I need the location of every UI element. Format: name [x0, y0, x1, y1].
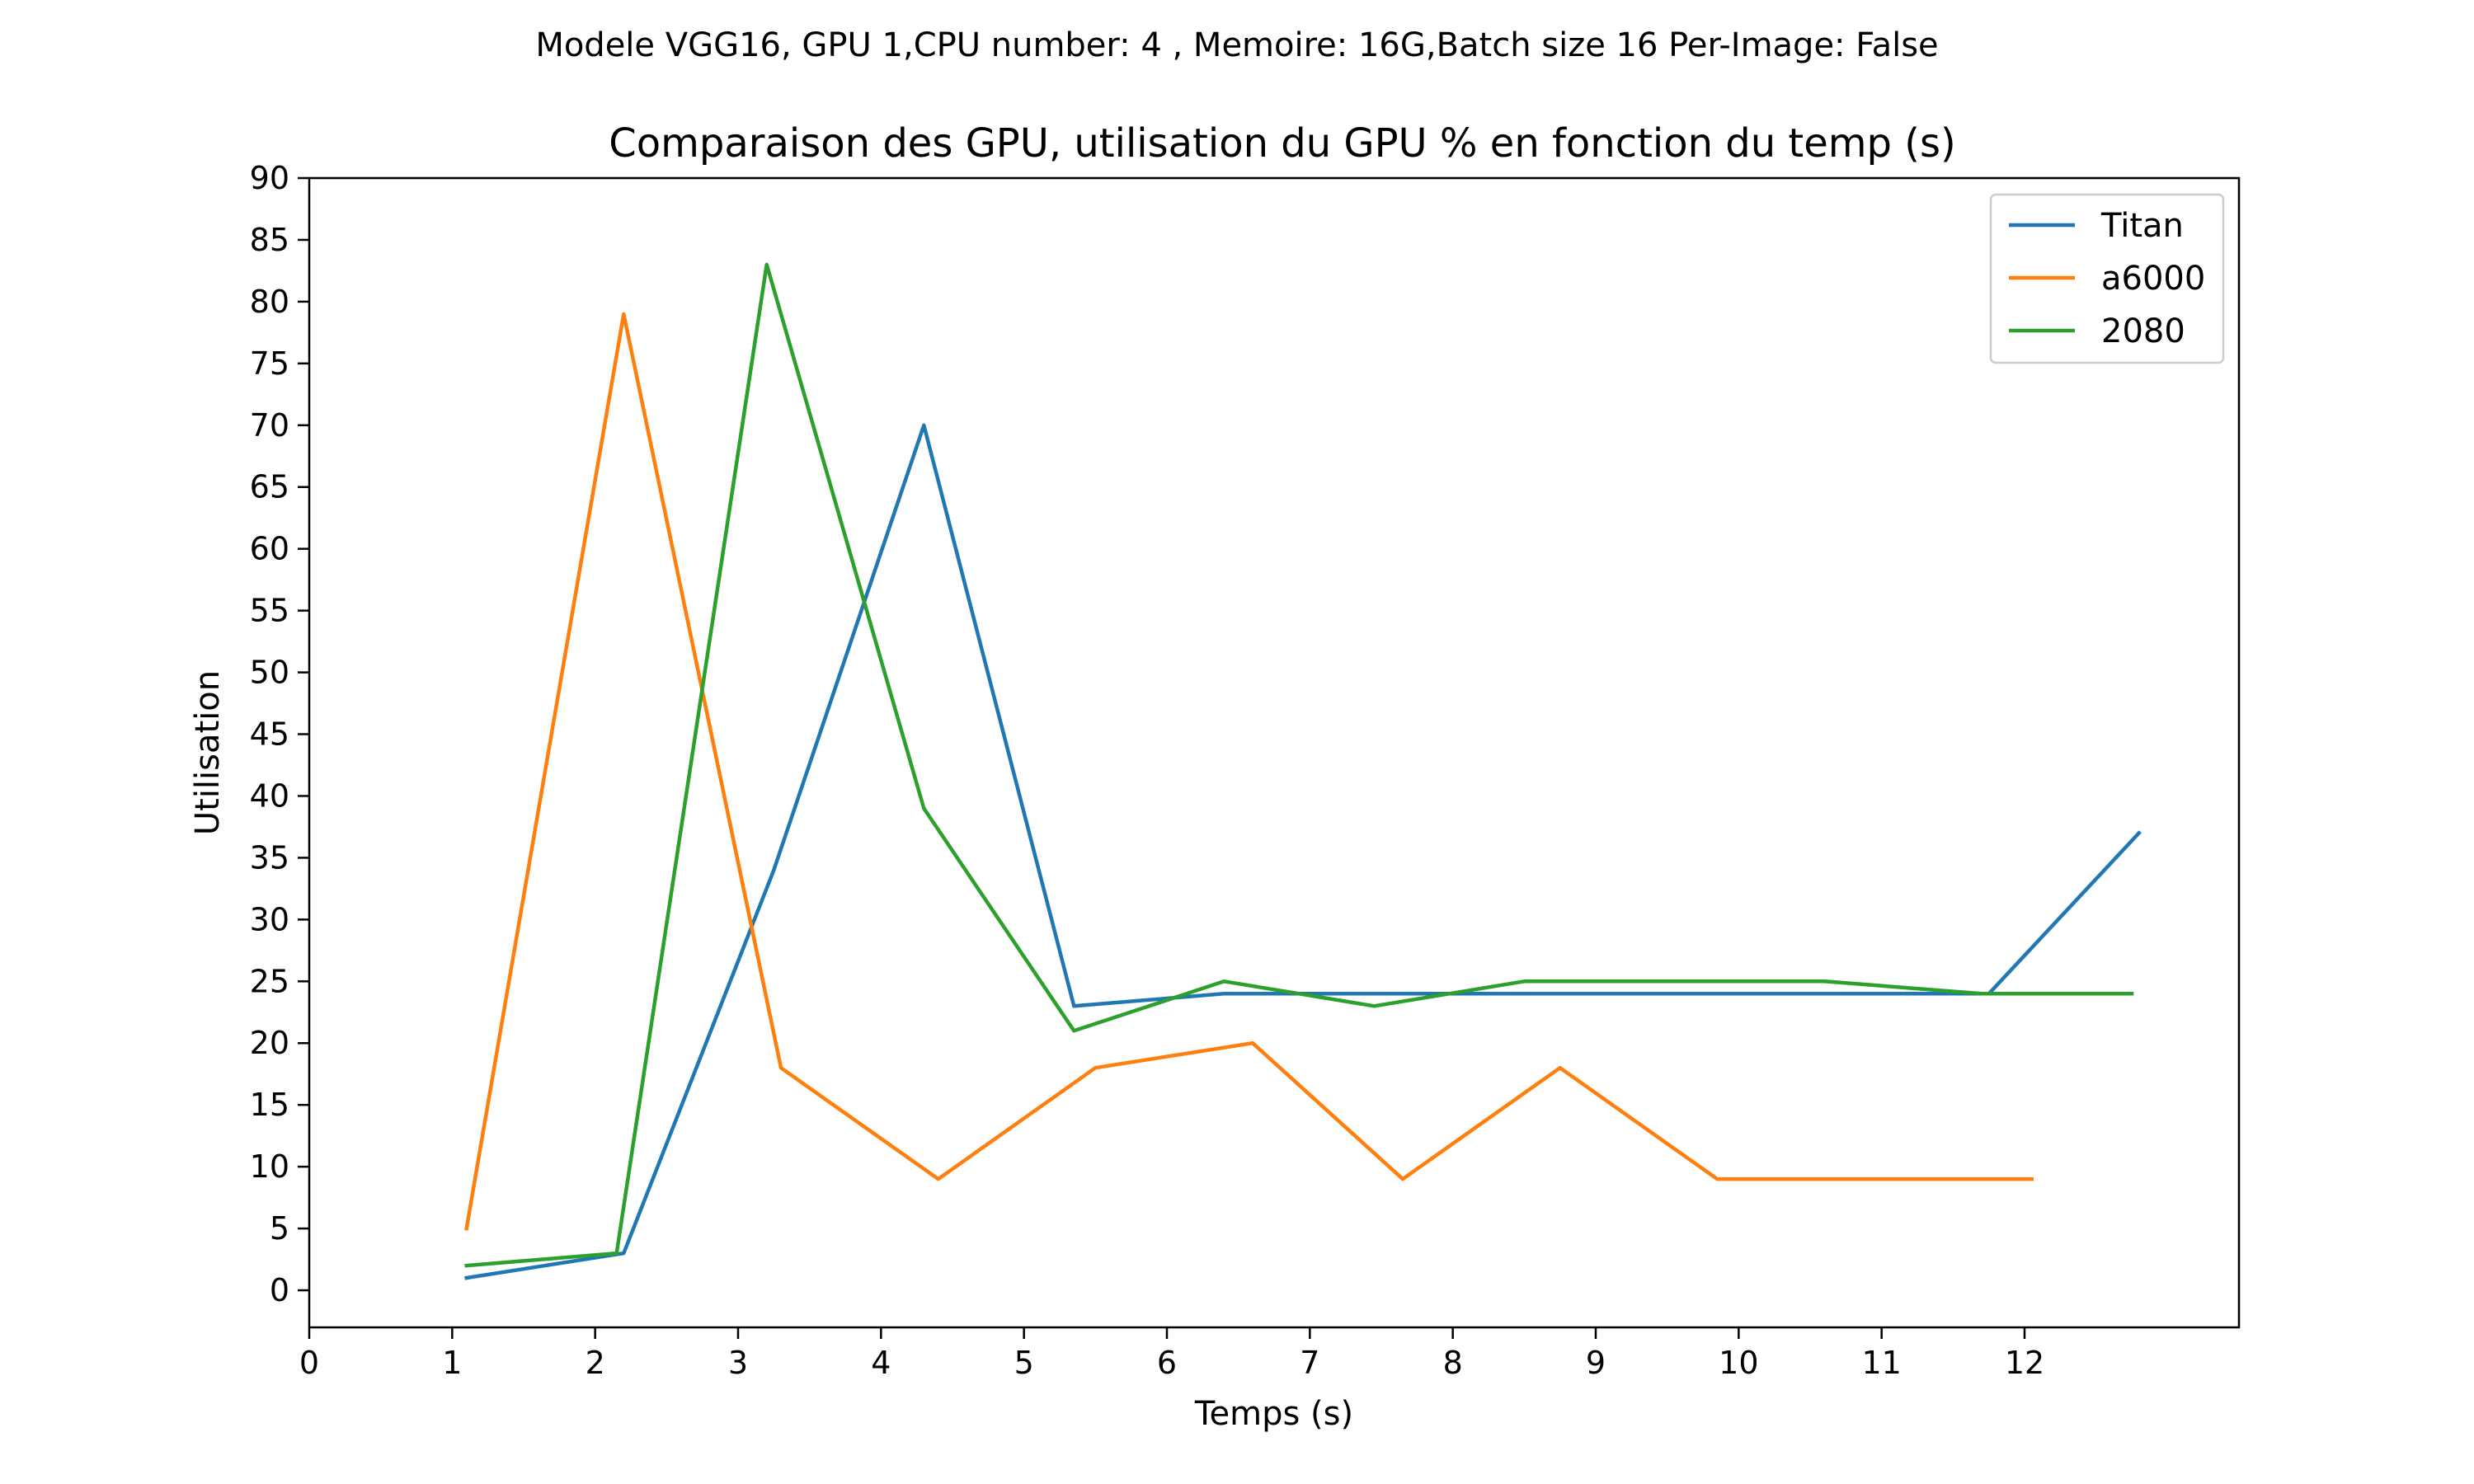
x-tick-label: 12	[2005, 1345, 2044, 1381]
y-axis-ticks: 0 5 10 15 20 25 30 35 40 45 50 55 60 65 70 75 80 85 90	[250, 160, 309, 1308]
x-tick-label: 11	[1861, 1345, 1901, 1381]
x-tick-label: 4	[871, 1345, 891, 1381]
x-axis-ticks: 0 1 2 3 4 5 6 7 8 9 10 11 12	[299, 1327, 2044, 1381]
x-tick-label: 8	[1443, 1345, 1463, 1381]
x-axis-label: Temps (s)	[1194, 1395, 1353, 1433]
legend-label-titan: Titan	[2100, 207, 2184, 245]
series-line-2080	[464, 262, 2134, 1268]
y-tick-label: 45	[250, 716, 289, 753]
x-tick-label: 1	[442, 1345, 462, 1381]
series-line-a6000	[464, 312, 2034, 1231]
y-tick-label: 20	[250, 1025, 289, 1061]
y-tick-label: 65	[250, 469, 289, 505]
series-line-titan	[464, 423, 2142, 1280]
x-tick-label: 2	[586, 1345, 605, 1381]
x-tick-label: 3	[728, 1345, 748, 1381]
legend-label-a6000: a6000	[2101, 260, 2205, 298]
x-tick-label: 7	[1300, 1345, 1319, 1381]
x-tick-label: 0	[299, 1345, 319, 1381]
y-tick-label: 0	[270, 1272, 289, 1308]
legend-label-2080: 2080	[2101, 312, 2185, 350]
legend: Titan a6000 2080	[1989, 193, 2225, 364]
chart-suptitle: Modele VGG16, GPU 1,CPU number: 4 , Memo…	[535, 26, 1938, 64]
series-layer	[464, 262, 2142, 1280]
x-tick-label: 5	[1014, 1345, 1034, 1381]
plot-frame	[308, 176, 2241, 1329]
y-tick-label: 90	[250, 160, 289, 196]
y-tick-label: 50	[250, 655, 289, 691]
y-tick-label: 35	[250, 839, 289, 876]
y-tick-label: 55	[250, 593, 289, 629]
y-tick-label: 85	[250, 222, 289, 258]
y-tick-label: 30	[250, 901, 289, 937]
y-tick-label: 15	[250, 1087, 289, 1123]
y-tick-label: 70	[250, 407, 289, 444]
y-tick-label: 25	[250, 963, 289, 999]
legend-box	[1989, 193, 2225, 364]
y-axis-label: Utilisation	[189, 670, 227, 835]
y-tick-label: 60	[250, 531, 289, 567]
chart-title: Comparaison des GPU, utilisation du GPU …	[609, 120, 1955, 167]
y-tick-label: 80	[250, 284, 289, 320]
y-tick-label: 75	[250, 345, 289, 382]
y-tick-label: 40	[250, 777, 289, 814]
x-tick-label: 9	[1586, 1345, 1606, 1381]
y-tick-label: 5	[270, 1210, 289, 1247]
x-tick-label: 10	[1719, 1345, 1758, 1381]
y-tick-label: 10	[250, 1148, 289, 1185]
x-tick-label: 6	[1157, 1345, 1177, 1381]
